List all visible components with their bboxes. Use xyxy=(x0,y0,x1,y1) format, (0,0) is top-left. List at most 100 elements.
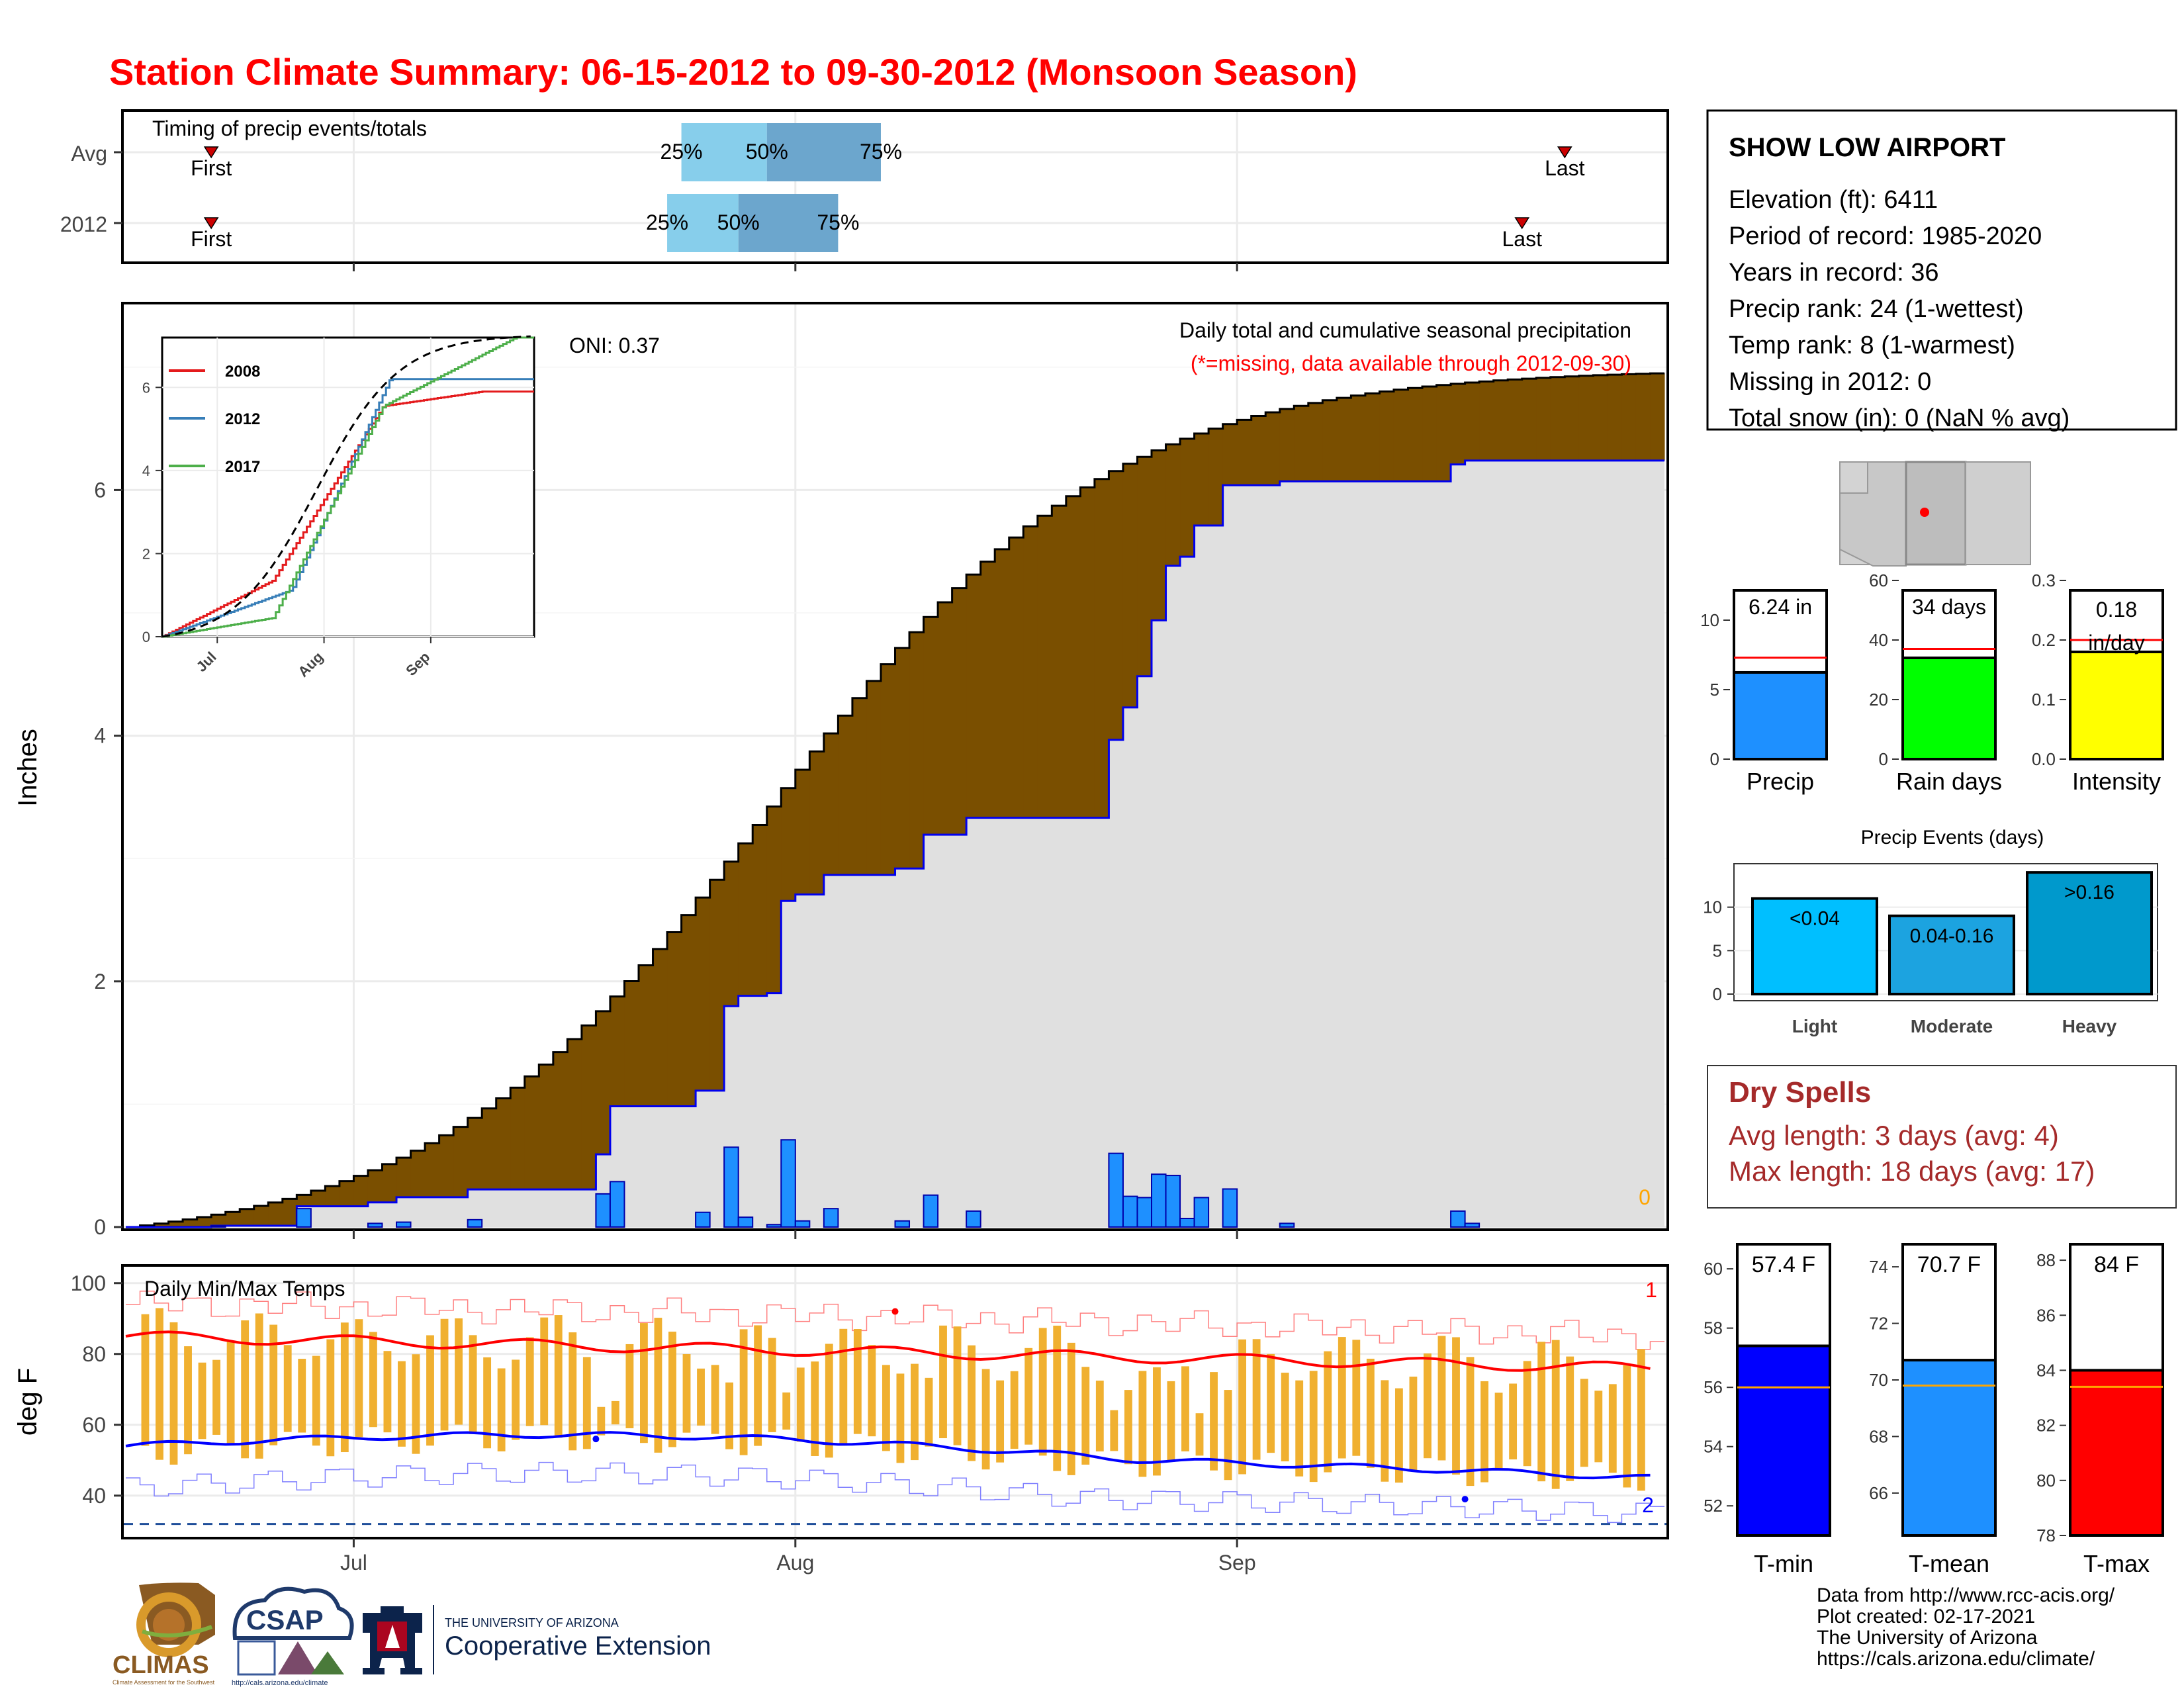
below-average-fill xyxy=(1152,450,1167,621)
below-average-fill xyxy=(1165,444,1181,566)
quartile-50-label: 50% xyxy=(717,210,760,234)
temp-bar-ytick-label: 80 xyxy=(2036,1471,2056,1490)
below-average-fill xyxy=(1635,373,1651,461)
daily-temp-bar xyxy=(1124,1390,1132,1465)
quartile-25-50-bar xyxy=(667,194,739,252)
events-ytick-label: 10 xyxy=(1703,897,1722,917)
daily-precip-bar xyxy=(1136,1197,1152,1228)
quartile-50-75-bar xyxy=(766,123,881,181)
daily-temp-bar xyxy=(1267,1353,1275,1453)
inset-ytick-label: 0 xyxy=(142,629,150,645)
daily-precip-bar xyxy=(1193,1197,1210,1228)
summary-bar-value-label: 0.18 xyxy=(2096,598,2137,621)
below-average-fill xyxy=(639,965,654,1107)
first-event-marker xyxy=(203,217,219,230)
event-bar-label: 0.04-0.16 xyxy=(1910,925,1994,947)
temp-ytick-label: 60 xyxy=(82,1413,106,1437)
daily-temp-bar xyxy=(1466,1357,1475,1486)
daily-precip-bar xyxy=(1108,1152,1124,1228)
below-average-fill xyxy=(453,1126,469,1197)
daily-temp-bar xyxy=(1394,1388,1403,1483)
inset-average-line xyxy=(161,335,531,638)
average-min-temp-line xyxy=(125,1431,1651,1480)
ua-logo-bottom: Cooperative Extension xyxy=(445,1631,711,1661)
daily-temp-bar xyxy=(312,1355,320,1446)
precip-panel: 0 2 4 6 Inches Daily total and cumulative s… xyxy=(13,302,1669,1239)
events-ytick-label: 0 xyxy=(1713,984,1722,1004)
daily-precip-bar xyxy=(823,1208,839,1228)
below-average-fill xyxy=(439,1135,454,1197)
quartile-25-50-bar xyxy=(681,123,767,181)
inset-ytick-label: 6 xyxy=(142,379,150,396)
below-average-fill xyxy=(553,1052,568,1190)
station-info-line: Temp rank: 8 (1-warmest) xyxy=(1729,332,2015,359)
daily-temp-bar xyxy=(1024,1348,1033,1445)
summary-bar-category-label: Rain days xyxy=(1896,768,2002,795)
first-event-marker xyxy=(203,146,219,159)
below-average-fill xyxy=(610,996,625,1107)
daily-precip-bar xyxy=(467,1218,483,1228)
events-ytick-label: 5 xyxy=(1713,940,1722,960)
below-average-fill xyxy=(367,1170,383,1203)
below-average-fill xyxy=(752,825,768,996)
dry-spells-max: Max length: 18 days (avg: 17) xyxy=(1729,1156,2095,1187)
temp-bar-ytick-label: 84 xyxy=(2036,1360,2056,1380)
inset-legend-label: 2008 xyxy=(225,363,260,381)
daily-temp-bar xyxy=(882,1365,890,1451)
climas-logo: CLIMAS Climate Assessment for the Southw… xyxy=(113,1582,215,1686)
daily-temp-bar xyxy=(597,1406,606,1436)
below-average-fill xyxy=(1593,375,1608,461)
daily-temp-bar xyxy=(654,1318,662,1453)
quartile-50-75-bar xyxy=(738,194,839,252)
station-info-line: Period of record: 1985-2020 xyxy=(1729,222,2042,250)
precip-ytick-label: 0 xyxy=(94,1215,106,1239)
daily-precip-bar xyxy=(1122,1195,1138,1228)
below-average-fill xyxy=(325,1186,340,1207)
arizona-locator-map xyxy=(1839,461,2031,567)
daily-temp-bar xyxy=(1338,1337,1346,1459)
cumulative-precip-area xyxy=(126,460,1664,1228)
daily-temp-bar xyxy=(241,1320,250,1459)
daily-temp-bar xyxy=(1537,1342,1546,1482)
temp-bar-ytick-label: 58 xyxy=(1704,1318,1723,1338)
daily-temp-bar xyxy=(697,1368,705,1426)
below-average-fill xyxy=(1550,377,1565,461)
below-average-fill xyxy=(524,1076,539,1190)
below-average-fill xyxy=(809,751,825,895)
below-average-fill xyxy=(310,1190,326,1207)
daily-temp-bar xyxy=(1110,1410,1118,1451)
summary-bar-category-label: Precip xyxy=(1747,768,1814,795)
below-average-fill xyxy=(225,1212,240,1226)
below-average-fill xyxy=(1365,393,1380,482)
station-name: SHOW LOW AIRPORT xyxy=(1729,133,2005,162)
temp-ytick-label: 100 xyxy=(71,1271,106,1295)
below-average-fill xyxy=(995,549,1010,818)
daily-precip-bar xyxy=(1165,1175,1181,1228)
daily-temp-bar xyxy=(1081,1367,1090,1465)
daily-temp-bar xyxy=(326,1339,335,1457)
below-average-fill xyxy=(1351,395,1366,482)
temp-panel: Daily Min/Max Temps 1 2 deg F 40 60 80 100 J… xyxy=(13,1264,1669,1575)
daily-temp-bar xyxy=(796,1367,805,1442)
footer-line: Data from http://www.rcc-acis.org/ xyxy=(1817,1584,2115,1606)
station-info-line: Total snow (in): 0 (NaN % avg) xyxy=(1729,404,2070,432)
daily-temp-bar xyxy=(440,1318,449,1431)
temp-bar-ytick-label: 56 xyxy=(1704,1377,1723,1397)
timing-panel-label: Timing of precip events/totals xyxy=(152,116,427,140)
daily-precip-bar xyxy=(966,1210,981,1228)
daily-temp-bar xyxy=(996,1380,1005,1463)
daily-temp-bar xyxy=(1608,1384,1617,1473)
footer-line: Plot created: 02-17-2021 xyxy=(1817,1606,2035,1627)
below-average-fill xyxy=(1080,487,1095,818)
daily-temp-bar xyxy=(1095,1381,1104,1452)
daily-temp-bar xyxy=(255,1313,263,1459)
record-low-marker xyxy=(1461,1496,1469,1503)
daily-temp-bar xyxy=(283,1345,292,1432)
daily-precip-bar xyxy=(723,1146,739,1228)
record-low-marker xyxy=(592,1436,600,1443)
below-average-fill xyxy=(952,588,967,835)
daily-temp-bar xyxy=(1623,1365,1631,1488)
daily-temp-bar xyxy=(569,1332,577,1451)
below-average-fill xyxy=(781,788,796,901)
